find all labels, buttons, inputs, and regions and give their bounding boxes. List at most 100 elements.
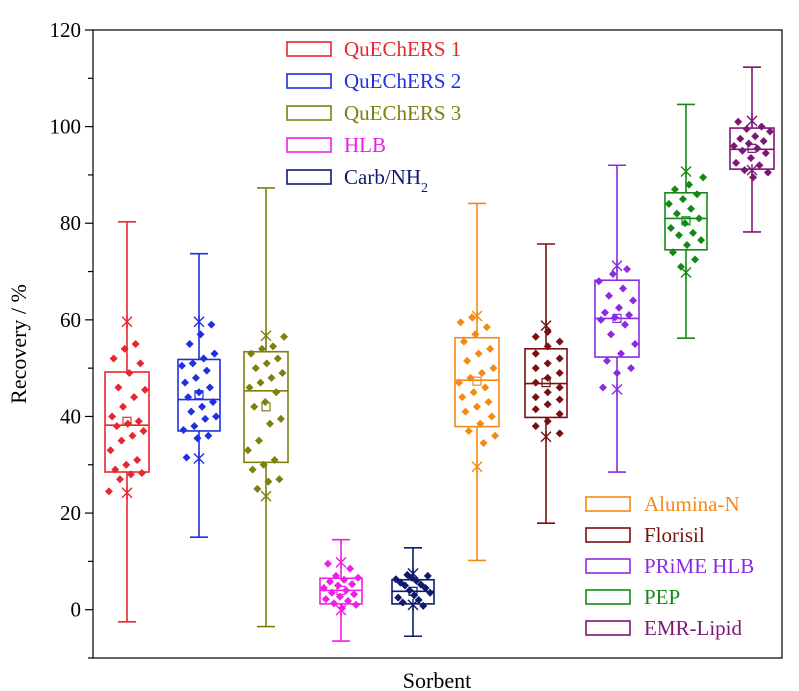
legend-swatch [585, 527, 631, 543]
data-point [350, 590, 359, 599]
data-point [199, 354, 208, 363]
data-point [136, 359, 145, 368]
data-point [729, 141, 738, 150]
data-point [531, 405, 540, 414]
data-point [278, 368, 287, 377]
data-point [487, 412, 496, 421]
box-series [177, 252, 221, 539]
data-point [473, 402, 481, 411]
data-point [627, 364, 636, 373]
data-point [120, 344, 129, 353]
y-tick-label: 120 [50, 18, 82, 42]
data-point [531, 422, 540, 431]
data-point [319, 583, 328, 592]
data-point [543, 388, 552, 397]
data-point [555, 337, 564, 346]
data-point [195, 388, 203, 397]
data-point [732, 158, 741, 167]
data-point [676, 262, 685, 271]
data-point [481, 383, 490, 392]
data-point [454, 378, 463, 387]
data-point [137, 468, 146, 477]
data-point [262, 359, 271, 368]
data-point [610, 313, 619, 322]
data-point [243, 446, 252, 455]
legend-item: QuEChERS 1 [286, 37, 461, 61]
data-point [461, 407, 470, 416]
data-point [489, 364, 498, 373]
data-point [753, 144, 762, 153]
extreme-star [540, 430, 552, 443]
data-point [734, 117, 743, 126]
extreme-star [471, 460, 483, 473]
y-tick-label: 100 [50, 115, 82, 139]
data-point [259, 460, 268, 469]
data-point [405, 586, 414, 595]
data-point [423, 571, 432, 580]
data-point [697, 236, 706, 245]
extreme-star [193, 452, 205, 465]
data-point [201, 414, 210, 423]
data-point [188, 359, 197, 368]
extreme-star [746, 114, 758, 127]
data-point [486, 344, 495, 353]
data-point [208, 397, 217, 406]
legend-label: EMR-Lipid [644, 616, 742, 640]
data-point [619, 284, 628, 293]
x-axis-label: Sorbent [403, 668, 471, 691]
data-point [468, 313, 477, 322]
legend-label: Florisil [644, 523, 705, 547]
data-point [254, 436, 263, 445]
data-point [248, 465, 257, 474]
data-point [122, 460, 131, 469]
data-point [184, 393, 193, 402]
data-point [344, 596, 353, 605]
legend-item: PEP [585, 585, 680, 609]
extreme-star [746, 164, 758, 177]
data-point [625, 311, 634, 320]
legend-item: HLB [286, 133, 386, 157]
data-point [410, 591, 419, 600]
legend-top: QuEChERS 1 QuEChERS 2 QuEChERS 3 HLB Carb/NH… [286, 37, 461, 196]
data-point [680, 219, 689, 228]
data-point [398, 598, 407, 607]
extreme-star [335, 556, 347, 569]
extreme-star [121, 315, 133, 328]
data-point [270, 455, 279, 464]
data-point [668, 248, 677, 257]
data-point [531, 393, 540, 402]
data-point [391, 575, 400, 584]
data-point [555, 383, 564, 392]
data-point [474, 349, 483, 358]
data-point [623, 265, 632, 274]
data-point [133, 455, 142, 464]
data-point [321, 595, 330, 604]
data-point [531, 332, 540, 341]
plot-frame [92, 29, 783, 659]
legend-swatch [286, 41, 332, 57]
legend-label: QuEChERS 1 [344, 37, 461, 61]
data-point [543, 342, 552, 351]
data-point [491, 431, 500, 440]
data-point [354, 573, 363, 582]
data-point [346, 564, 355, 573]
data-point [394, 593, 403, 602]
data-point [114, 383, 123, 392]
data-point [108, 412, 117, 421]
data-point [187, 407, 196, 416]
data-point [426, 588, 435, 597]
data-point [744, 139, 753, 148]
data-point [265, 419, 274, 428]
data-point [464, 426, 473, 435]
data-point [261, 397, 270, 406]
data-point [664, 199, 673, 208]
box-iqr [243, 350, 289, 464]
data-point [329, 599, 338, 608]
data-point [543, 373, 552, 382]
data-point [117, 436, 126, 445]
extreme-star [193, 315, 205, 328]
data-point [245, 383, 254, 392]
data-point [191, 373, 200, 382]
data-point [198, 402, 207, 411]
